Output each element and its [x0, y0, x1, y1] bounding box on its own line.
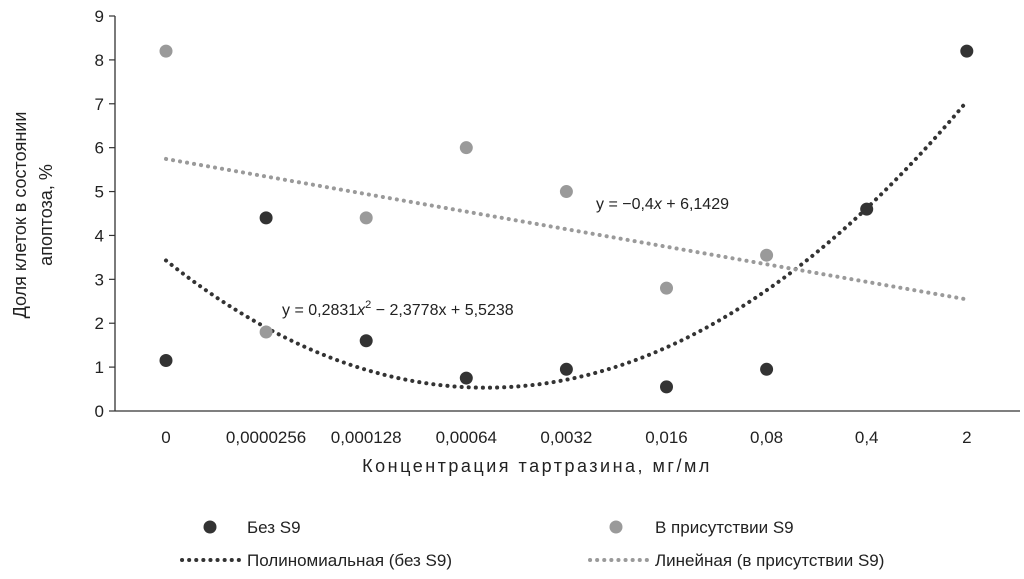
y-tick-label: 6 — [95, 139, 104, 158]
y-axis-title-line2: апоптоза, % — [36, 164, 56, 266]
legend-marker-s9 — [609, 520, 623, 534]
x-tick-label: 2 — [962, 428, 971, 447]
legend-marker-bez-s9 — [203, 520, 217, 534]
x-axis-title: Концентрация тартразина, мг/мл — [362, 456, 712, 476]
y-tick-label: 7 — [95, 95, 104, 114]
point-bez-s9 — [259, 211, 273, 225]
legend: Без S9 В присутствии S9 Полиномиальная (… — [180, 518, 884, 570]
point-bez-s9 — [159, 354, 173, 368]
x-tick-label: 0,016 — [645, 428, 688, 447]
point-bez-s9 — [760, 362, 774, 376]
x-axis-ticks: 0 0,0000256 0,000128 0,00064 0,0032 0,016 0,08… — [161, 428, 971, 447]
y-tick-label: 8 — [95, 51, 104, 70]
x-tick-label: 0,0032 — [540, 428, 592, 447]
y-tick-label: 9 — [95, 7, 104, 26]
point-s9 — [459, 141, 473, 155]
linear-trendline — [164, 156, 969, 302]
point-bez-s9 — [860, 202, 874, 216]
point-s9 — [660, 281, 673, 295]
point-s9 — [159, 44, 173, 58]
x-tick-label: 0,4 — [855, 428, 879, 447]
point-bez-s9 — [660, 380, 673, 394]
y-tick-label: 2 — [95, 314, 104, 333]
x-tick-label: 0,08 — [750, 428, 783, 447]
data-points — [159, 44, 974, 394]
y-axis-ticks: 0 1 2 3 4 5 6 7 8 9 — [95, 7, 115, 421]
legend-label-s9: В присутствии S9 — [655, 518, 794, 537]
y-tick-label: 4 — [95, 226, 104, 245]
y-tick-label: 1 — [95, 358, 104, 377]
point-bez-s9 — [459, 371, 473, 385]
point-bez-s9 — [559, 362, 573, 376]
point-s9 — [359, 211, 373, 225]
polynomial-equation: y = 0,2831x2 − 2,3778x + 5,5238 — [282, 299, 514, 319]
y-tick-label: 0 — [95, 402, 104, 421]
point-s9 — [559, 185, 573, 199]
legend-label-polynomial: Полиномиальная (без S9) — [247, 551, 452, 570]
x-tick-label: 0,000128 — [331, 428, 402, 447]
point-bez-s9 — [960, 44, 974, 58]
x-tick-label: 0,0000256 — [226, 428, 306, 447]
chart-axes — [114, 16, 1020, 412]
trendlines — [164, 99, 969, 390]
x-tick-label: 0,00064 — [436, 428, 497, 447]
x-tick-label: 0 — [161, 428, 170, 447]
y-axis-title: Доля клеток в состоянии — [10, 112, 30, 319]
y-tick-label: 5 — [95, 183, 104, 202]
legend-label-linear: Линейная (в присутствии S9) — [655, 551, 884, 570]
polynomial-trendline — [164, 99, 969, 390]
point-s9 — [760, 248, 774, 262]
legend-label-bez-s9: Без S9 — [247, 518, 301, 537]
linear-equation: y = −0,4x + 6,1429 — [596, 196, 729, 213]
point-bez-s9 — [359, 334, 373, 348]
y-tick-label: 3 — [95, 270, 104, 289]
point-s9 — [259, 325, 273, 339]
